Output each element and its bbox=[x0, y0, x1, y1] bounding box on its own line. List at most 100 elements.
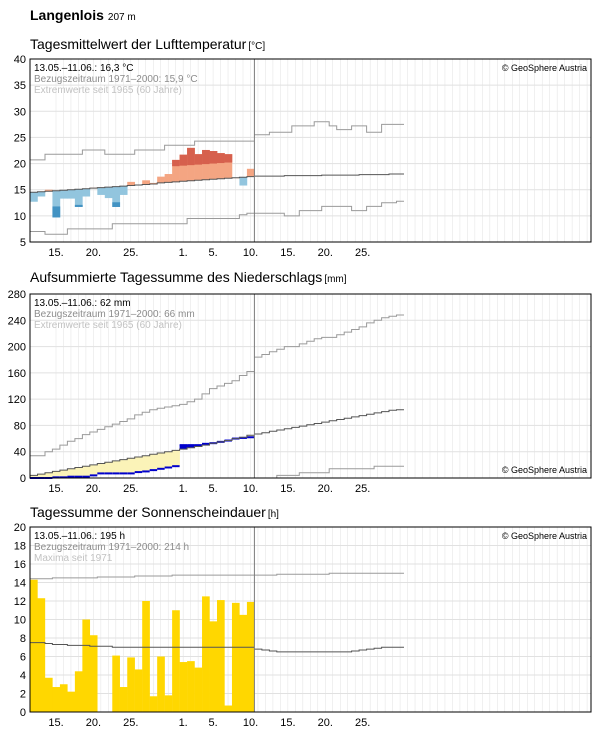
x-tick-label: 10. bbox=[243, 483, 258, 495]
x-tick-label: 15. bbox=[48, 717, 63, 729]
sunshine-bar bbox=[164, 695, 173, 712]
sunshine-bar bbox=[149, 696, 158, 712]
warm-anomaly-strong bbox=[187, 147, 195, 166]
x-tick-label: 10. bbox=[243, 717, 258, 729]
sunshine-bar bbox=[239, 614, 248, 712]
warm-anomaly-bar bbox=[142, 180, 150, 185]
plot-frame bbox=[29, 58, 592, 243]
cold-anomaly-bar bbox=[119, 186, 128, 195]
sunshine-bar bbox=[142, 601, 150, 712]
warm-anomaly-bar bbox=[44, 189, 53, 192]
normal-line bbox=[30, 642, 255, 648]
info-line-3: Extremwerte seit 1965 (60 Jahre) bbox=[34, 85, 182, 96]
x-tick-label: 15. bbox=[280, 717, 295, 729]
y-tick-label: 280 bbox=[8, 289, 26, 301]
y-tick-label: 40 bbox=[14, 447, 26, 459]
y-tick-label: 5 bbox=[20, 237, 26, 249]
x-tick-label: 1. bbox=[179, 483, 188, 495]
cold-anomaly-bar bbox=[59, 190, 68, 199]
y-tick-label: 4 bbox=[20, 670, 26, 682]
y-tick-label: 20 bbox=[14, 159, 26, 171]
normal-line bbox=[30, 176, 255, 193]
precip-deficit-bar bbox=[97, 463, 106, 474]
plot-frame bbox=[29, 293, 592, 479]
precip-deficit-bar bbox=[74, 467, 83, 477]
y-tick-label: 15 bbox=[14, 185, 26, 197]
sunshine-bar bbox=[67, 691, 76, 712]
precip-deficit-bar bbox=[89, 464, 98, 476]
warm-anomaly-strong bbox=[172, 159, 180, 167]
temperature-chart-title: Tagesmittelwert der Lufttemperatur [°C] bbox=[30, 36, 265, 52]
warm-anomaly-bar bbox=[209, 151, 218, 180]
cold-anomaly-bar bbox=[82, 188, 91, 197]
sunshine-chart-title: Tagessumme der Sonnenscheindauer [h] bbox=[30, 504, 279, 520]
x-tick-label: 20. bbox=[86, 247, 101, 259]
info-line-2: Bezugszeitraum 1971–2000: 66 mm bbox=[34, 309, 195, 320]
info-line-2: Bezugszeitraum 1971–2000: 214 h bbox=[34, 542, 189, 553]
warm-anomaly-bar bbox=[224, 154, 233, 179]
warm-anomaly-bar bbox=[194, 154, 203, 181]
cold-anomaly-bar bbox=[97, 187, 106, 195]
y-tick-label: 25 bbox=[14, 132, 26, 144]
sunshine-bar bbox=[246, 601, 255, 712]
sunshine-bar bbox=[187, 661, 195, 712]
x-tick-label: 20. bbox=[86, 483, 101, 495]
cold-anomaly-bar bbox=[104, 187, 113, 199]
warm-anomaly-bar bbox=[164, 174, 173, 183]
x-tick-label: 25. bbox=[123, 483, 138, 495]
sunshine-bar bbox=[157, 656, 165, 712]
y-tick-label: 8 bbox=[20, 633, 26, 645]
y-tick-label: 14 bbox=[14, 578, 26, 590]
warm-anomaly-bar bbox=[172, 159, 180, 182]
normal-line bbox=[254, 409, 404, 435]
y-tick-label: 10 bbox=[14, 211, 26, 223]
x-tick-label: 10. bbox=[243, 247, 258, 259]
y-tick-label: 35 bbox=[14, 80, 26, 92]
x-tick-label: 5. bbox=[208, 247, 217, 259]
y-tick-label: 0 bbox=[20, 473, 26, 485]
x-tick-label: 15. bbox=[48, 483, 63, 495]
precipitation-chart-title: Aufsummierte Tagessumme des Niederschlag… bbox=[30, 269, 347, 285]
precip-deficit-bar bbox=[59, 470, 68, 478]
y-tick-label: 2 bbox=[20, 689, 26, 701]
cold-anomaly-bar bbox=[52, 190, 61, 218]
y-tick-label: 200 bbox=[8, 342, 26, 354]
warm-anomaly-bar bbox=[149, 182, 158, 184]
precip-deficit-bar bbox=[149, 454, 158, 471]
temperature-chart: 5 10 15 20 25 30 35 40 15. 20. 25. 1. 5. 10. 15. 20. 25.… bbox=[14, 54, 592, 259]
credit-text: © GeoSphere Austria bbox=[502, 465, 587, 475]
warm-anomaly-bar bbox=[202, 149, 210, 180]
warm-anomaly-bar bbox=[127, 181, 136, 186]
sunshine-bar bbox=[59, 684, 68, 712]
x-tick-label: 15. bbox=[280, 483, 295, 495]
extreme-line bbox=[30, 574, 255, 580]
info-line-1: 13.05.–11.06.: 62 mm bbox=[34, 298, 131, 309]
sunshine-title-text: Tagessumme der Sonnenscheindauer bbox=[30, 504, 266, 520]
x-tick-label: 5. bbox=[208, 483, 217, 495]
x-tick-label: 25. bbox=[355, 483, 370, 495]
cold-anomaly-bar bbox=[239, 177, 248, 186]
x-tick-label: 15. bbox=[280, 247, 295, 259]
extreme-line bbox=[30, 212, 255, 235]
precip-deficit-bar bbox=[112, 460, 121, 474]
x-tick-label: 25. bbox=[123, 717, 138, 729]
warm-anomaly-bar bbox=[246, 168, 255, 177]
sunshine-bar bbox=[217, 600, 225, 712]
sunshine-chart: 0 2 4 6 8 10 12 14 16 18 20 15. 20. 25. 1. 5. 10. 15. 20. 2… bbox=[14, 522, 592, 729]
precip-deficit-bar bbox=[134, 456, 143, 473]
precip-deficit-bar bbox=[37, 474, 46, 478]
precip-deficit-bar bbox=[104, 462, 113, 474]
precip-surplus-bar bbox=[187, 445, 195, 448]
x-tick-label: 25. bbox=[123, 247, 138, 259]
cold-anomaly-bar bbox=[112, 186, 121, 207]
precip-deficit-bar bbox=[142, 455, 150, 472]
precipitation-title-text: Aufsummierte Tagessumme des Niederschlag… bbox=[30, 269, 323, 285]
sunshine-bar bbox=[52, 687, 61, 712]
cold-anomaly-bar bbox=[30, 192, 38, 202]
info-line-2: Bezugszeitraum 1971–2000: 15,9 °C bbox=[34, 74, 198, 85]
sunshine-bar bbox=[44, 677, 53, 712]
y-tick-label: 6 bbox=[20, 652, 26, 664]
cold-anomaly-strong bbox=[52, 206, 61, 218]
x-tick-label: 25. bbox=[355, 247, 370, 259]
sunshine-unit: [h] bbox=[267, 509, 279, 520]
